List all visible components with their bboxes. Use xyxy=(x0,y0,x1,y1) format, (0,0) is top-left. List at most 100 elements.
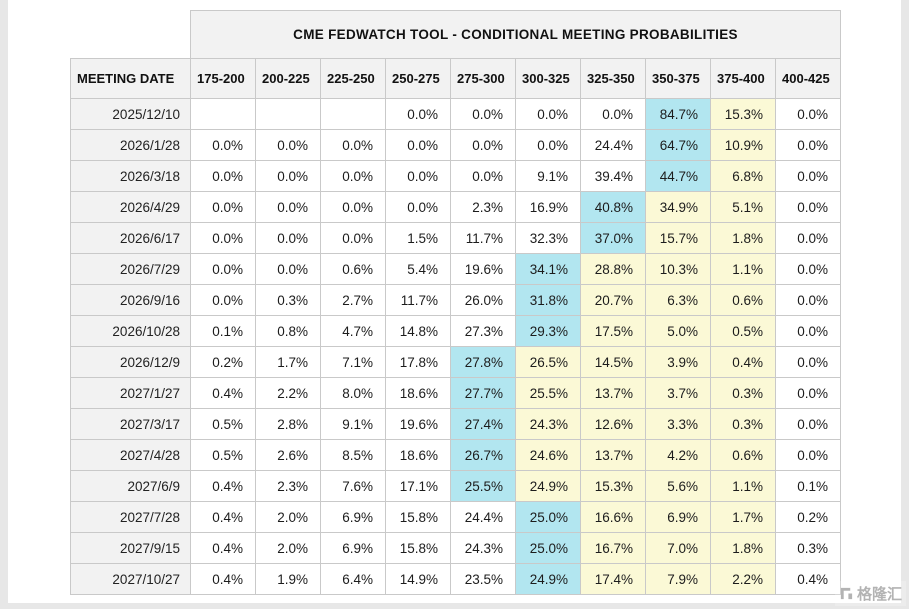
probability-cell: 28.8% xyxy=(580,253,646,285)
meeting-date-cell: 2026/12/9 xyxy=(70,346,191,378)
meeting-date-cell: 2027/7/28 xyxy=(70,501,191,533)
probability-cell: 24.9% xyxy=(515,470,581,502)
meeting-date-cell: 2026/9/16 xyxy=(70,284,191,316)
probability-cell: 20.7% xyxy=(580,284,646,316)
probability-cell: 1.8% xyxy=(710,532,776,564)
probability-cell: 25.0% xyxy=(515,532,581,564)
column-header-row: MEETING DATE 175-200 200-225 225-250 250-27… xyxy=(70,58,841,99)
probability-cell: 16.9% xyxy=(515,191,581,223)
probability-cell: 0.0% xyxy=(190,191,256,223)
probability-cell: 3.3% xyxy=(645,408,711,440)
probability-cell: 2.2% xyxy=(255,377,321,409)
probability-cell: 0.0% xyxy=(775,346,841,378)
table-row: 2027/1/27 0.4% 2.2% 8.0% 18.6% 27.7% 25.5% 13.7… xyxy=(70,377,841,409)
probability-cell: 15.3% xyxy=(710,98,776,130)
probability-cell: 2.7% xyxy=(320,284,386,316)
probability-cell: 0.0% xyxy=(385,98,451,130)
probability-cell: 0.0% xyxy=(385,191,451,223)
table-row: 2026/10/28 0.1% 0.8% 4.7% 14.8% 27.3% 29.3% 17.… xyxy=(70,315,841,347)
table-row: 2026/3/18 0.0% 0.0% 0.0% 0.0% 0.0% 9.1% 39.4% 44… xyxy=(70,160,841,192)
probability-cell: 0.4% xyxy=(190,470,256,502)
probability-cell: 10.3% xyxy=(645,253,711,285)
probability-cell: 1.9% xyxy=(255,563,321,595)
probability-cell: 0.0% xyxy=(515,98,581,130)
probability-cell: 18.6% xyxy=(385,377,451,409)
probability-cell: 12.6% xyxy=(580,408,646,440)
probability-cell: 0.0% xyxy=(255,129,321,161)
probability-cell: 0.0% xyxy=(385,129,451,161)
probability-cell: 1.1% xyxy=(710,253,776,285)
probability-cell: 0.0% xyxy=(775,191,841,223)
probability-cell: 1.7% xyxy=(710,501,776,533)
rate-range-header: 350-375 xyxy=(645,58,711,99)
rate-range-header: 325-350 xyxy=(580,58,646,99)
probability-cell: 4.2% xyxy=(645,439,711,471)
probability-cell xyxy=(255,98,321,130)
probability-cell: 16.6% xyxy=(580,501,646,533)
probability-cell: 40.8% xyxy=(580,191,646,223)
probability-cell: 26.5% xyxy=(515,346,581,378)
probability-cell: 8.0% xyxy=(320,377,386,409)
table-row: 2027/4/28 0.5% 2.6% 8.5% 18.6% 26.7% 24.6% 13.7… xyxy=(70,439,841,471)
probability-cell: 2.6% xyxy=(255,439,321,471)
meeting-date-cell: 2025/12/10 xyxy=(70,98,191,130)
table-row: 2027/6/9 0.4% 2.3% 7.6% 17.1% 25.5% 24.9% 15.3%… xyxy=(70,470,841,502)
probability-cell: 0.0% xyxy=(320,191,386,223)
probability-cell: 0.3% xyxy=(255,284,321,316)
probability-cell: 13.7% xyxy=(580,439,646,471)
rate-range-header: 225-250 xyxy=(320,58,386,99)
probability-cell: 39.4% xyxy=(580,160,646,192)
probability-cell: 84.7% xyxy=(645,98,711,130)
probability-cell: 17.1% xyxy=(385,470,451,502)
rate-range-header: 250-275 xyxy=(385,58,451,99)
table-row: 2026/4/29 0.0% 0.0% 0.0% 0.0% 2.3% 16.9% 40.8% 3… xyxy=(70,191,841,223)
probability-cell: 34.9% xyxy=(645,191,711,223)
meeting-date-cell: 2026/7/29 xyxy=(70,253,191,285)
probability-cell: 6.8% xyxy=(710,160,776,192)
probability-cell: 0.6% xyxy=(320,253,386,285)
probability-cell: 32.3% xyxy=(515,222,581,254)
probability-cell: 15.8% xyxy=(385,501,451,533)
probability-cell: 0.0% xyxy=(775,253,841,285)
probability-cell: 6.3% xyxy=(645,284,711,316)
probability-cell xyxy=(190,98,256,130)
probability-cell: 0.0% xyxy=(775,284,841,316)
probability-cell: 6.4% xyxy=(320,563,386,595)
meeting-date-cell: 2026/4/29 xyxy=(70,191,191,223)
table-row: 2026/9/16 0.0% 0.3% 2.7% 11.7% 26.0% 31.8% 20.7… xyxy=(70,284,841,316)
probability-cell: 14.5% xyxy=(580,346,646,378)
probability-cell: 15.3% xyxy=(580,470,646,502)
probability-cell: 7.0% xyxy=(645,532,711,564)
probability-cell: 23.5% xyxy=(450,563,516,595)
probability-cell: 24.4% xyxy=(450,501,516,533)
probability-cell: 25.5% xyxy=(515,377,581,409)
rate-range-header: 400-425 xyxy=(775,58,841,99)
probability-cell: 0.0% xyxy=(775,315,841,347)
probability-cell: 0.0% xyxy=(320,129,386,161)
probability-cell: 3.9% xyxy=(645,346,711,378)
probability-cell: 64.7% xyxy=(645,129,711,161)
meeting-date-cell: 2026/1/28 xyxy=(70,129,191,161)
probability-cell: 16.7% xyxy=(580,532,646,564)
probability-cell: 0.0% xyxy=(775,160,841,192)
meeting-date-cell: 2027/4/28 xyxy=(70,439,191,471)
probability-cell: 0.3% xyxy=(775,532,841,564)
probability-cell: 0.0% xyxy=(775,408,841,440)
probability-cell: 5.4% xyxy=(385,253,451,285)
probability-cell: 24.3% xyxy=(515,408,581,440)
probability-cell: 8.5% xyxy=(320,439,386,471)
probability-cell: 3.7% xyxy=(645,377,711,409)
probability-cell: 7.1% xyxy=(320,346,386,378)
table-card: CME FEDWATCH TOOL - CONDITIONAL MEETING … xyxy=(8,0,901,603)
table-row: 2027/3/17 0.5% 2.8% 9.1% 19.6% 27.4% 24.3% 12.6… xyxy=(70,408,841,440)
probability-cell: 11.7% xyxy=(385,284,451,316)
probability-cell: 0.0% xyxy=(190,253,256,285)
title-row: CME FEDWATCH TOOL - CONDITIONAL MEETING … xyxy=(70,10,841,59)
probability-cell: 25.0% xyxy=(515,501,581,533)
probability-cell: 0.1% xyxy=(190,315,256,347)
probability-cell: 4.7% xyxy=(320,315,386,347)
probability-cell: 6.9% xyxy=(645,501,711,533)
probability-cell: 0.0% xyxy=(190,222,256,254)
probability-cell: 15.8% xyxy=(385,532,451,564)
probability-cell: 0.5% xyxy=(710,315,776,347)
